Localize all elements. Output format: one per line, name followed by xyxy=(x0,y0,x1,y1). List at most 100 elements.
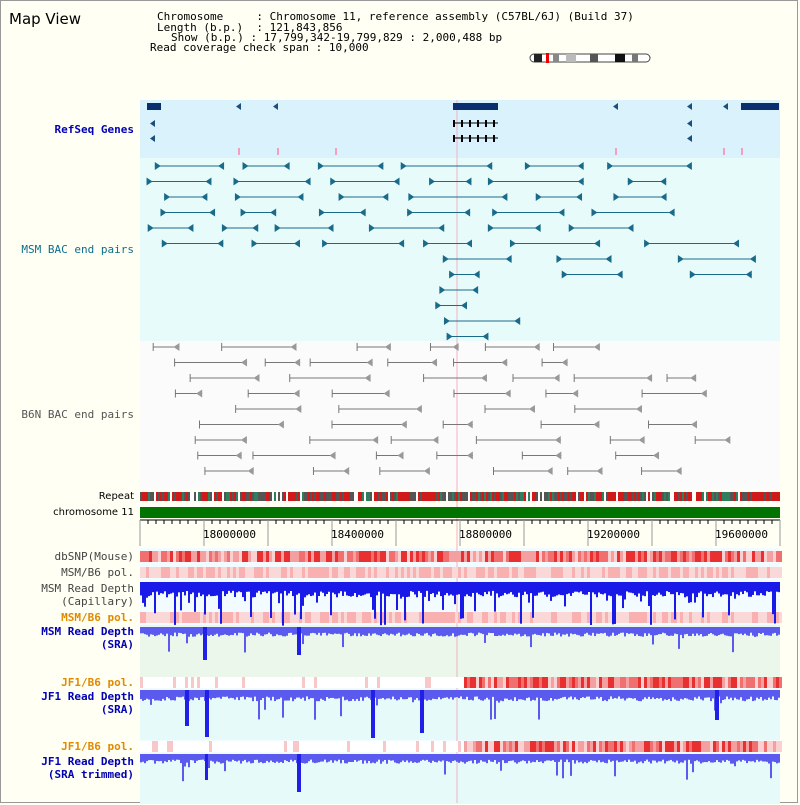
heat-cell xyxy=(761,741,764,752)
track-label-b6n-bac[interactable]: B6N BAC end pairs xyxy=(21,408,134,421)
heat-cell xyxy=(563,612,566,623)
depth-bar xyxy=(394,754,396,763)
heat-cell xyxy=(671,567,674,578)
bac-end-arrow xyxy=(594,239,601,248)
heat-cell xyxy=(407,567,410,578)
heat-cell xyxy=(398,567,401,578)
depth-bar xyxy=(352,627,354,636)
repeat-segment xyxy=(594,492,596,501)
depth-bar xyxy=(410,582,412,592)
depth-bar xyxy=(602,627,604,634)
depth-bar xyxy=(630,754,632,762)
heat-cell xyxy=(215,741,218,752)
depth-bar xyxy=(530,690,532,701)
heat-cell xyxy=(185,567,188,578)
heat-cell xyxy=(239,677,242,688)
heat-cell xyxy=(146,677,149,688)
heat-cell xyxy=(371,567,374,578)
heat-cell xyxy=(155,612,158,623)
heat-cell xyxy=(245,741,248,752)
depth-bar xyxy=(420,754,422,761)
heat-cell xyxy=(545,612,548,623)
depth-bar xyxy=(622,754,624,762)
track-label-msm-read-cap-1: MSM Read Depth xyxy=(41,582,134,595)
depth-bar xyxy=(236,582,238,593)
depth-bar xyxy=(498,754,500,763)
depth-bar xyxy=(282,627,284,637)
heat-cell xyxy=(215,677,218,688)
heat-cell xyxy=(539,677,542,688)
msm-bac-features[interactable] xyxy=(146,162,756,341)
repeat-segment xyxy=(596,492,598,501)
depth-bar xyxy=(328,690,330,699)
heat-cell xyxy=(566,612,569,623)
repeat-segment xyxy=(374,492,376,501)
depth-bar xyxy=(276,754,278,762)
repeat-segment xyxy=(294,492,296,501)
depth-bar xyxy=(178,582,180,593)
repeat-segment xyxy=(280,492,282,501)
heat-cell xyxy=(515,551,518,562)
heat-cell xyxy=(770,741,773,752)
heat-cell xyxy=(284,741,287,752)
heat-cell xyxy=(737,741,740,752)
track-label-msm-bac[interactable]: MSM BAC end pairs xyxy=(21,243,134,256)
depth-bar xyxy=(166,582,168,598)
repeat-segment xyxy=(268,492,270,501)
heat-cell xyxy=(152,677,155,688)
depth-bar xyxy=(646,627,648,636)
depth-bar xyxy=(722,690,724,701)
heat-cell xyxy=(338,677,341,688)
track-label-msm-read-sra-2: (SRA) xyxy=(100,638,134,651)
repeat-segment xyxy=(552,492,554,501)
heat-cell xyxy=(779,677,782,688)
depth-bar xyxy=(192,690,194,701)
heat-cell xyxy=(542,551,545,562)
depth-bar xyxy=(540,582,542,593)
heat-cell xyxy=(455,677,458,688)
track-label-refseq[interactable]: RefSeq Genes xyxy=(54,123,134,136)
heat-cell xyxy=(590,567,593,578)
depth-bar xyxy=(678,690,680,701)
depth-bar xyxy=(402,690,404,700)
heat-cell xyxy=(623,677,626,688)
chromosome-bar xyxy=(140,507,780,518)
depth-bar xyxy=(430,627,432,637)
heat-cell xyxy=(212,567,215,578)
heat-cell xyxy=(770,612,773,623)
depth-bar xyxy=(696,754,698,761)
repeat-segment xyxy=(630,492,632,501)
repeat-segment xyxy=(158,492,160,501)
heat-cell xyxy=(767,551,770,562)
heat-cell xyxy=(509,551,512,562)
refseq-features[interactable] xyxy=(147,103,779,155)
heat-cell xyxy=(146,567,149,578)
heat-cell xyxy=(233,551,236,562)
heat-cell xyxy=(776,551,779,562)
depth-bar xyxy=(452,582,454,596)
gene-arrow xyxy=(236,103,241,110)
heat-cell xyxy=(353,612,356,623)
depth-bar xyxy=(758,690,760,699)
repeat-segment xyxy=(156,492,158,501)
heat-cell xyxy=(347,741,350,752)
depth-bar xyxy=(308,754,310,762)
depth-bar xyxy=(356,754,358,762)
depth-bar xyxy=(702,690,704,701)
depth-bar xyxy=(738,582,740,596)
heat-cell xyxy=(425,551,428,562)
heat-cell xyxy=(593,551,596,562)
repeat-segment xyxy=(758,492,760,501)
depth-bar xyxy=(770,627,772,636)
depth-bar xyxy=(522,754,524,761)
depth-bar xyxy=(210,627,212,635)
depth-bar xyxy=(576,754,578,761)
chromosome-ideogram[interactable] xyxy=(529,53,651,63)
repeat-segment xyxy=(732,492,734,501)
depth-bar xyxy=(670,690,672,702)
b6n-bac-features[interactable] xyxy=(152,343,731,475)
depth-bar xyxy=(494,627,496,636)
depth-bar xyxy=(328,627,330,634)
heat-cell xyxy=(392,612,395,623)
